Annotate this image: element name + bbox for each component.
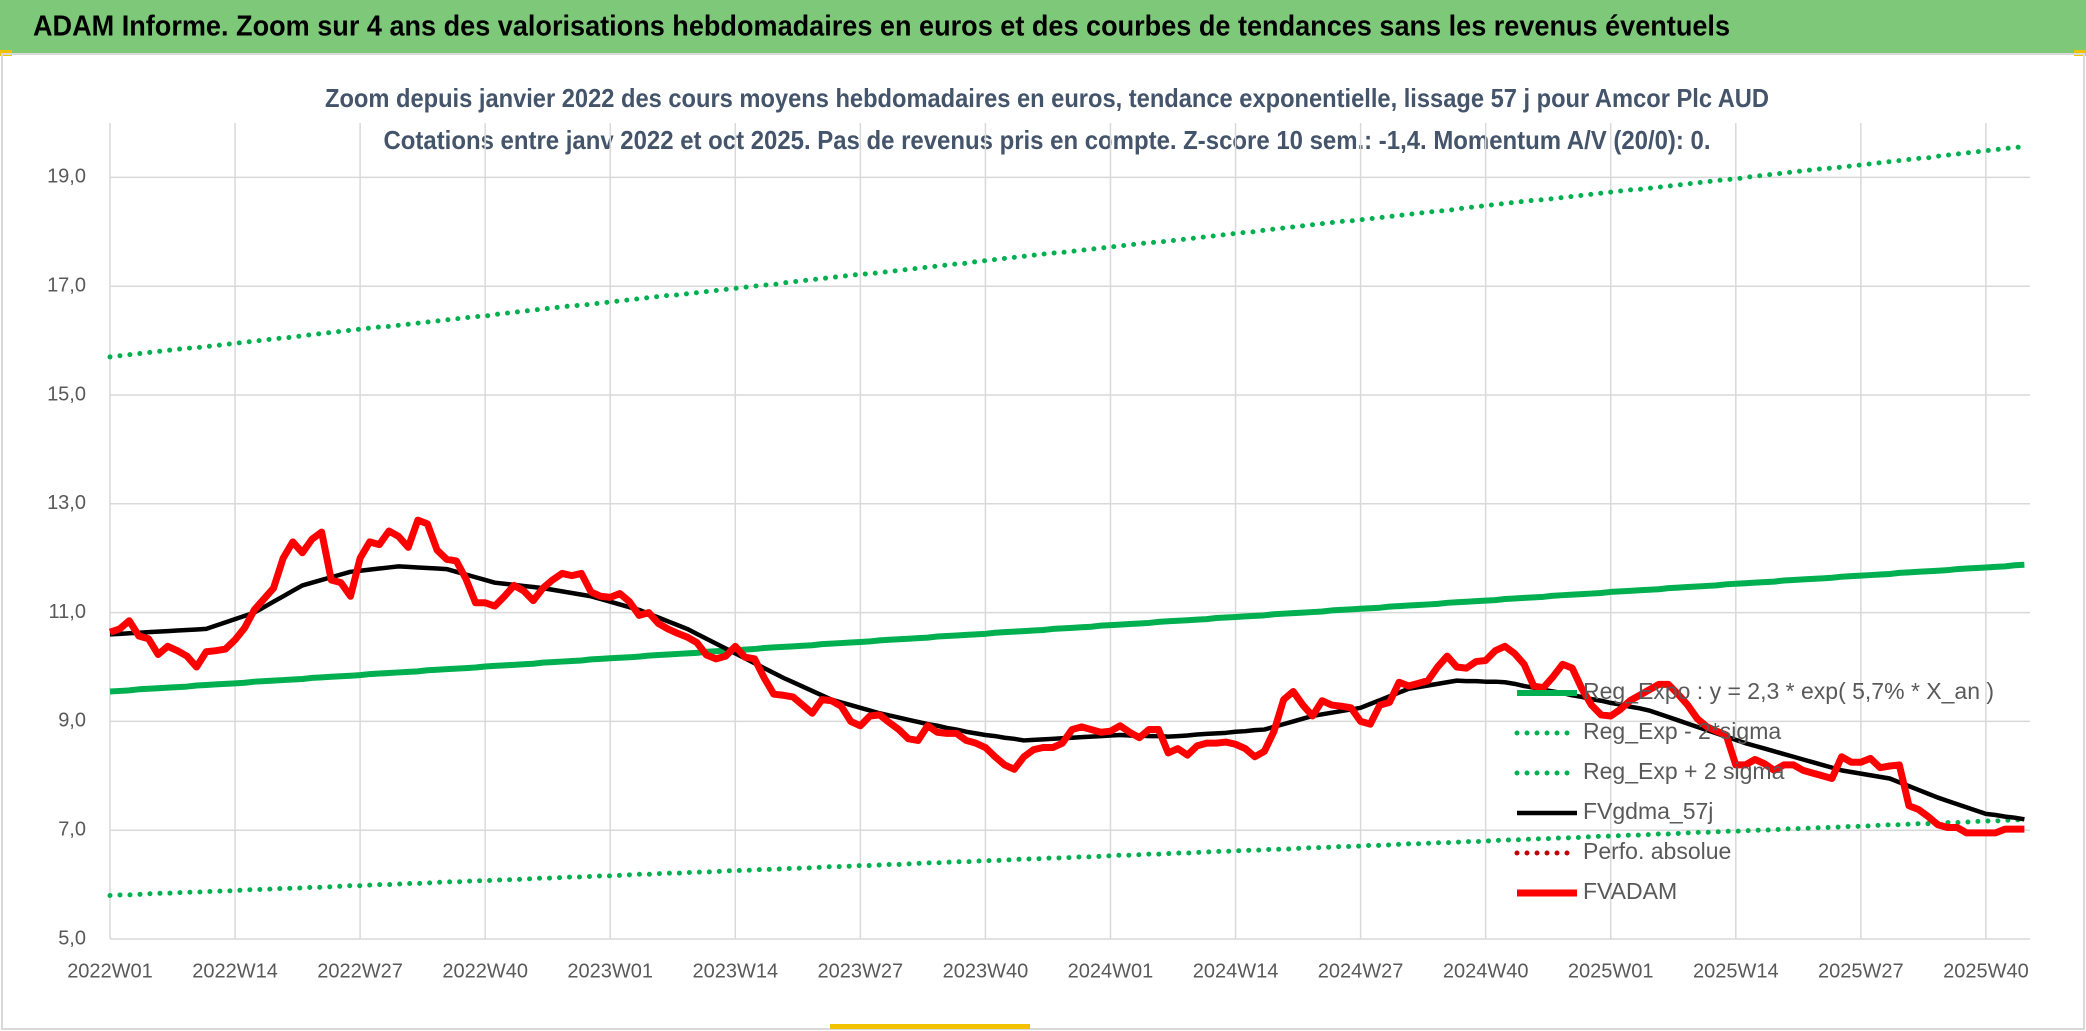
y-tick-label: 11,0 [49,601,86,623]
x-tick-label: 2024W14 [1193,960,1279,982]
y-tick-label: 7,0 [58,818,86,840]
chart-subtitle: Zoom depuis janvier 2022 des cours moyen… [325,83,1769,113]
x-tick-label: 2023W01 [567,960,653,982]
legend-label: FVgdma_57j [1583,798,1713,824]
x-tick-label: 2025W01 [1568,960,1654,982]
x-tick-label: 2024W40 [1443,960,1529,982]
footer-mark [830,1024,1030,1029]
series-line [107,144,2027,360]
y-tick-label: 5,0 [58,927,86,949]
series-line [107,817,2027,898]
y-tick-label: 19,0 [47,166,86,188]
y-tick-label: 13,0 [47,492,86,514]
y-tick-label: 17,0 [47,274,86,296]
grid [109,123,2030,940]
header-bar [0,0,2086,53]
series-line [109,561,2025,695]
x-tick-label: 2025W40 [1943,960,2029,982]
x-tick-label: 2025W14 [1693,960,1779,982]
x-tick-label: 2022W27 [317,960,403,982]
y-tick-label: 9,0 [58,710,86,732]
x-tick-label: 2023W14 [692,960,778,982]
legend-label: Perfo. absolue [1583,838,1731,864]
header-title: ADAM Informe. Zoom sur 4 ans des valoris… [33,11,1730,43]
chart-subtitle: Cotations entre janv 2022 et oct 2025. P… [384,125,1711,155]
x-tick-label: 2024W01 [1068,960,1154,982]
chart-frame [1,53,2085,1030]
x-tick-label: 2022W40 [442,960,528,982]
legend-label: Reg_Exp + 2 sigma [1583,758,1785,784]
plot-lines [107,144,2027,898]
y-tick-label: 15,0 [47,383,86,405]
x-tick-label: 2022W01 [67,960,153,982]
legend: Reg_Expo : y = 2,3 * exp( 5,7% * X_an ) R… [1514,678,1994,904]
series-line [108,516,2025,837]
x-tick-label: 2023W27 [818,960,904,982]
tick-labels: 5,0 7,0 9,0 11,0 13,0 15,0 17,0 19,0 2022W01 2022… [47,166,2029,983]
x-tick-label: 2025W27 [1818,960,1904,982]
legend-label: FVADAM [1583,878,1677,904]
legend-label: Reg_Expo : y = 2,3 * exp( 5,7% * X_an ) [1583,678,1994,704]
x-tick-label: 2023W40 [943,960,1029,982]
legend-label: Reg_Exp - 2*sigma [1583,718,1781,744]
x-tick-label: 2022W14 [192,960,278,982]
x-tick-label: 2024W27 [1318,960,1404,982]
